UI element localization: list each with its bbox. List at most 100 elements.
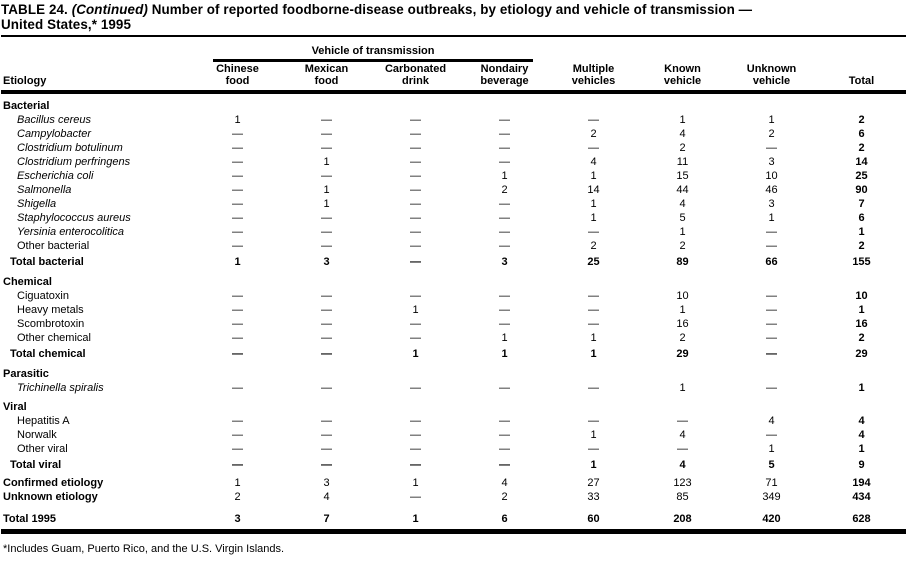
value-cell: — [410, 290, 421, 302]
value-cell [638, 92, 727, 113]
value-cell: — [766, 332, 777, 344]
value-cell: 420 [727, 504, 816, 534]
table-row: Unknown etiology 2 4 — 2 33 85 349 434 [1, 490, 906, 504]
value-cell: 1 [679, 304, 686, 316]
value-cell: — [410, 491, 421, 503]
table-title: TABLE 24. (Continued) Number of reported… [1, 2, 906, 32]
value-cell: 1 [768, 443, 775, 455]
table-row: Clostridium botulinum — — — — — 2 — 2 [1, 141, 906, 155]
value-cell: 4 [679, 459, 686, 471]
value-cell: — [410, 443, 421, 455]
value-cell: 6 [858, 212, 865, 224]
value-cell: — [499, 415, 510, 427]
value-cell: 1 [679, 114, 686, 126]
column-header-line: food [225, 75, 250, 87]
value-cell: 3 [768, 198, 775, 210]
etiology-cell: Confirmed etiology [3, 477, 104, 489]
etiology-cell: Scombrotoxin [17, 318, 85, 330]
table-row: Norwalk — — — — 1 4 — 4 [1, 428, 906, 442]
etiology-cell: Clostridium perfringens [17, 156, 131, 168]
value-cell [371, 270, 460, 289]
value-cell [193, 395, 282, 414]
value-cell: — [499, 156, 510, 168]
value-cell: 1 [679, 226, 686, 238]
value-cell: 2 [679, 142, 686, 154]
value-cell: 2 [590, 128, 597, 140]
value-cell [549, 92, 638, 113]
etiology-cell: Shigella [17, 198, 57, 210]
value-cell: 4 [858, 415, 865, 427]
table-header: Vehicle of transmission Etiology Chinese… [1, 45, 906, 94]
value-cell: 155 [852, 256, 871, 268]
value-cell: 1 [412, 304, 419, 316]
value-cell [638, 270, 727, 289]
value-cell: 1 [323, 184, 330, 196]
value-cell: 29 [855, 348, 868, 360]
column-header-line: Multiple [572, 63, 615, 75]
etiology-cell: Parasitic [3, 368, 49, 380]
value-cell: 1 [858, 304, 865, 316]
value-cell: 1 [590, 348, 597, 360]
value-cell: — [232, 290, 243, 302]
etiology-cell: Other viral [17, 443, 68, 455]
value-cell: 4 [679, 198, 686, 210]
value-cell: — [232, 429, 243, 441]
value-cell: 71 [765, 477, 778, 489]
value-cell: 1 [768, 212, 775, 224]
value-cell [460, 395, 549, 414]
value-cell: 3 [193, 504, 282, 534]
document-page: TABLE 24. (Continued) Number of reported… [1, 2, 906, 555]
column-header-mexican-food: Mexican food [282, 62, 371, 94]
value-cell: — [588, 226, 599, 238]
value-cell: — [499, 226, 510, 238]
column-header-line: beverage [480, 75, 529, 87]
etiology-cell: Other chemical [17, 332, 91, 344]
value-cell: 123 [673, 477, 692, 489]
value-cell: 10 [765, 170, 778, 182]
value-cell: 4 [590, 156, 597, 168]
value-cell: — [321, 318, 332, 330]
value-cell [460, 270, 549, 289]
value-cell: — [766, 226, 777, 238]
value-cell: 4 [679, 429, 686, 441]
value-cell: — [232, 128, 243, 140]
table-row: Viral [1, 395, 906, 414]
value-cell: — [766, 429, 777, 441]
value-cell: 15 [676, 170, 689, 182]
outbreaks-table: Vehicle of transmission Etiology Chinese… [1, 45, 906, 534]
value-cell: 2 [501, 184, 508, 196]
column-header-line: Unknown [746, 63, 797, 75]
value-cell [727, 270, 816, 289]
value-cell: — [321, 382, 332, 394]
value-cell: — [321, 459, 332, 471]
value-cell: 1 [768, 114, 775, 126]
value-cell: — [232, 459, 243, 471]
value-cell: — [588, 318, 599, 330]
value-cell: 1 [590, 212, 597, 224]
value-cell: — [232, 156, 243, 168]
table-row: Escherichia coli — — — 1 1 15 10 25 [1, 169, 906, 183]
column-header-chinese-food: Chinese food [193, 62, 282, 94]
value-cell: — [232, 226, 243, 238]
value-cell: 6 [460, 504, 549, 534]
value-cell: 90 [855, 184, 868, 196]
column-header-carbonated-drink: Carbonated drink [371, 62, 460, 94]
value-cell: 25 [855, 170, 868, 182]
value-cell [282, 270, 371, 289]
value-cell: 7 [282, 504, 371, 534]
value-cell: — [499, 304, 510, 316]
value-cell [371, 92, 460, 113]
etiology-cell: Viral [3, 401, 27, 413]
value-cell [727, 362, 816, 381]
value-cell: — [321, 226, 332, 238]
value-cell: — [232, 348, 243, 360]
column-header-line: Carbonated [384, 63, 447, 75]
value-cell: — [410, 142, 421, 154]
value-cell: — [410, 114, 421, 126]
value-cell [282, 92, 371, 113]
value-cell [193, 362, 282, 381]
value-cell: — [410, 226, 421, 238]
value-cell [549, 270, 638, 289]
value-cell: 3 [768, 156, 775, 168]
value-cell: 2 [858, 114, 865, 126]
